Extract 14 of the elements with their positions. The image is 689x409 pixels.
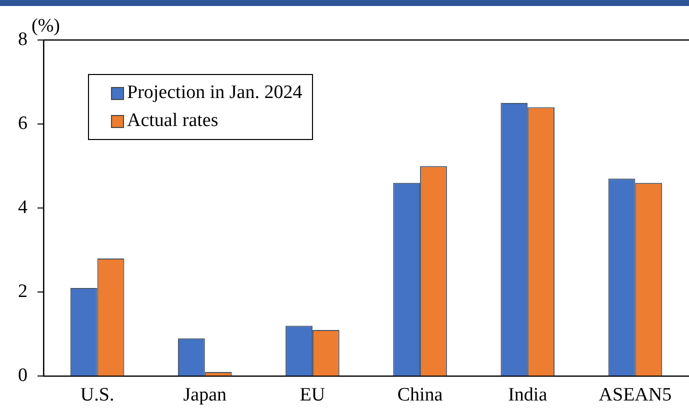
- y-tick-label: 4: [18, 197, 28, 218]
- y-tick-label: 2: [18, 281, 28, 302]
- x-tick-label: China: [397, 384, 444, 406]
- x-tick-label: ASEAN5: [598, 384, 672, 406]
- x-tick-label: India: [508, 384, 548, 406]
- x-tick-label: U.S.: [80, 384, 114, 406]
- x-tick-label: EU: [300, 384, 326, 406]
- legend-label: Actual rates: [127, 109, 218, 133]
- y-tick-label: 8: [18, 28, 28, 50]
- y-tick-label: 0: [18, 365, 28, 386]
- x-tick-label: Japan: [183, 384, 227, 406]
- legend-label: Projection in Jan. 2024: [127, 81, 302, 105]
- y-tick-label: 6: [18, 113, 28, 134]
- y-axis-title: (%): [32, 15, 60, 36]
